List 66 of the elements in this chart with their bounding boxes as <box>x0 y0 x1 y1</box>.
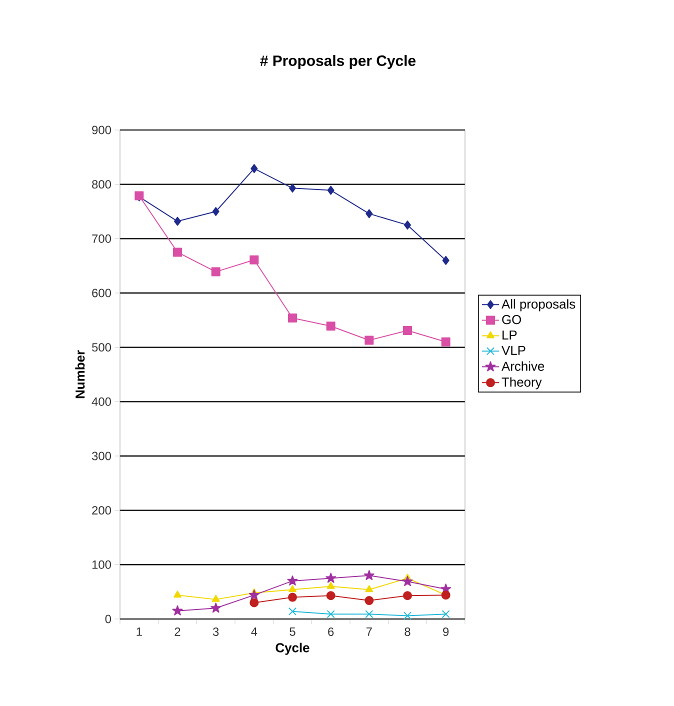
point <box>402 576 413 586</box>
point <box>174 216 181 226</box>
point <box>288 313 297 322</box>
x-tick-label: 3 <box>212 628 219 636</box>
point <box>364 570 374 580</box>
point <box>212 206 220 216</box>
x-tick-label: 6 <box>328 628 334 636</box>
x-tick-label: 4 <box>251 628 258 636</box>
point <box>211 267 220 276</box>
point <box>250 255 259 264</box>
y-tick-label: 200 <box>92 506 112 515</box>
legend-label: Archive <box>502 361 544 371</box>
y-tick-label: 100 <box>92 560 112 569</box>
point <box>364 596 374 606</box>
point <box>210 602 222 613</box>
legend-label: LP <box>502 330 517 340</box>
point <box>326 610 335 618</box>
legend-label: VLP <box>502 346 526 355</box>
point <box>288 585 296 592</box>
point <box>174 590 182 598</box>
point <box>326 582 335 589</box>
point <box>288 607 297 616</box>
point <box>326 572 336 583</box>
point <box>288 592 297 602</box>
point <box>366 209 373 218</box>
x-tick-label: 7 <box>366 628 372 636</box>
x-tick-label: 9 <box>443 628 449 636</box>
point <box>250 598 259 608</box>
point <box>403 612 412 620</box>
x-tick-label: 8 <box>404 628 410 636</box>
point <box>404 220 411 230</box>
y-tick-label: 500 <box>92 343 112 352</box>
point <box>365 610 374 618</box>
y-axis-title: Number <box>75 350 85 398</box>
y-tick-label: 800 <box>92 180 112 189</box>
point <box>441 337 450 346</box>
point <box>442 256 450 265</box>
y-tick-label: 300 <box>92 452 112 460</box>
x-tick-label: 5 <box>290 628 296 636</box>
chart-title: # Proposals per Cycle <box>260 55 416 69</box>
legend-label: Theory <box>502 377 542 390</box>
legend-label: All proposals <box>502 299 576 312</box>
point <box>287 575 298 586</box>
x-axis-title: Cycle <box>276 642 310 655</box>
point <box>327 186 334 195</box>
point <box>365 585 374 592</box>
point <box>402 591 412 600</box>
point <box>248 590 260 600</box>
point <box>173 248 182 257</box>
point <box>289 184 296 193</box>
point <box>172 605 183 616</box>
y-tick-label: 0 <box>105 614 112 624</box>
y-tick-label: 700 <box>92 234 112 243</box>
y-tick-label: 400 <box>92 397 112 406</box>
point <box>442 610 450 618</box>
x-tick-label: 1 <box>136 628 142 636</box>
point <box>326 322 336 331</box>
y-tick-label: 900 <box>92 126 112 134</box>
legend-label: GO <box>502 315 522 324</box>
x-tick-label: 2 <box>174 628 180 636</box>
point <box>326 591 336 600</box>
point <box>402 326 412 335</box>
point <box>250 164 258 174</box>
point <box>212 594 220 602</box>
point <box>364 336 374 345</box>
y-tick-label: 600 <box>92 288 112 298</box>
